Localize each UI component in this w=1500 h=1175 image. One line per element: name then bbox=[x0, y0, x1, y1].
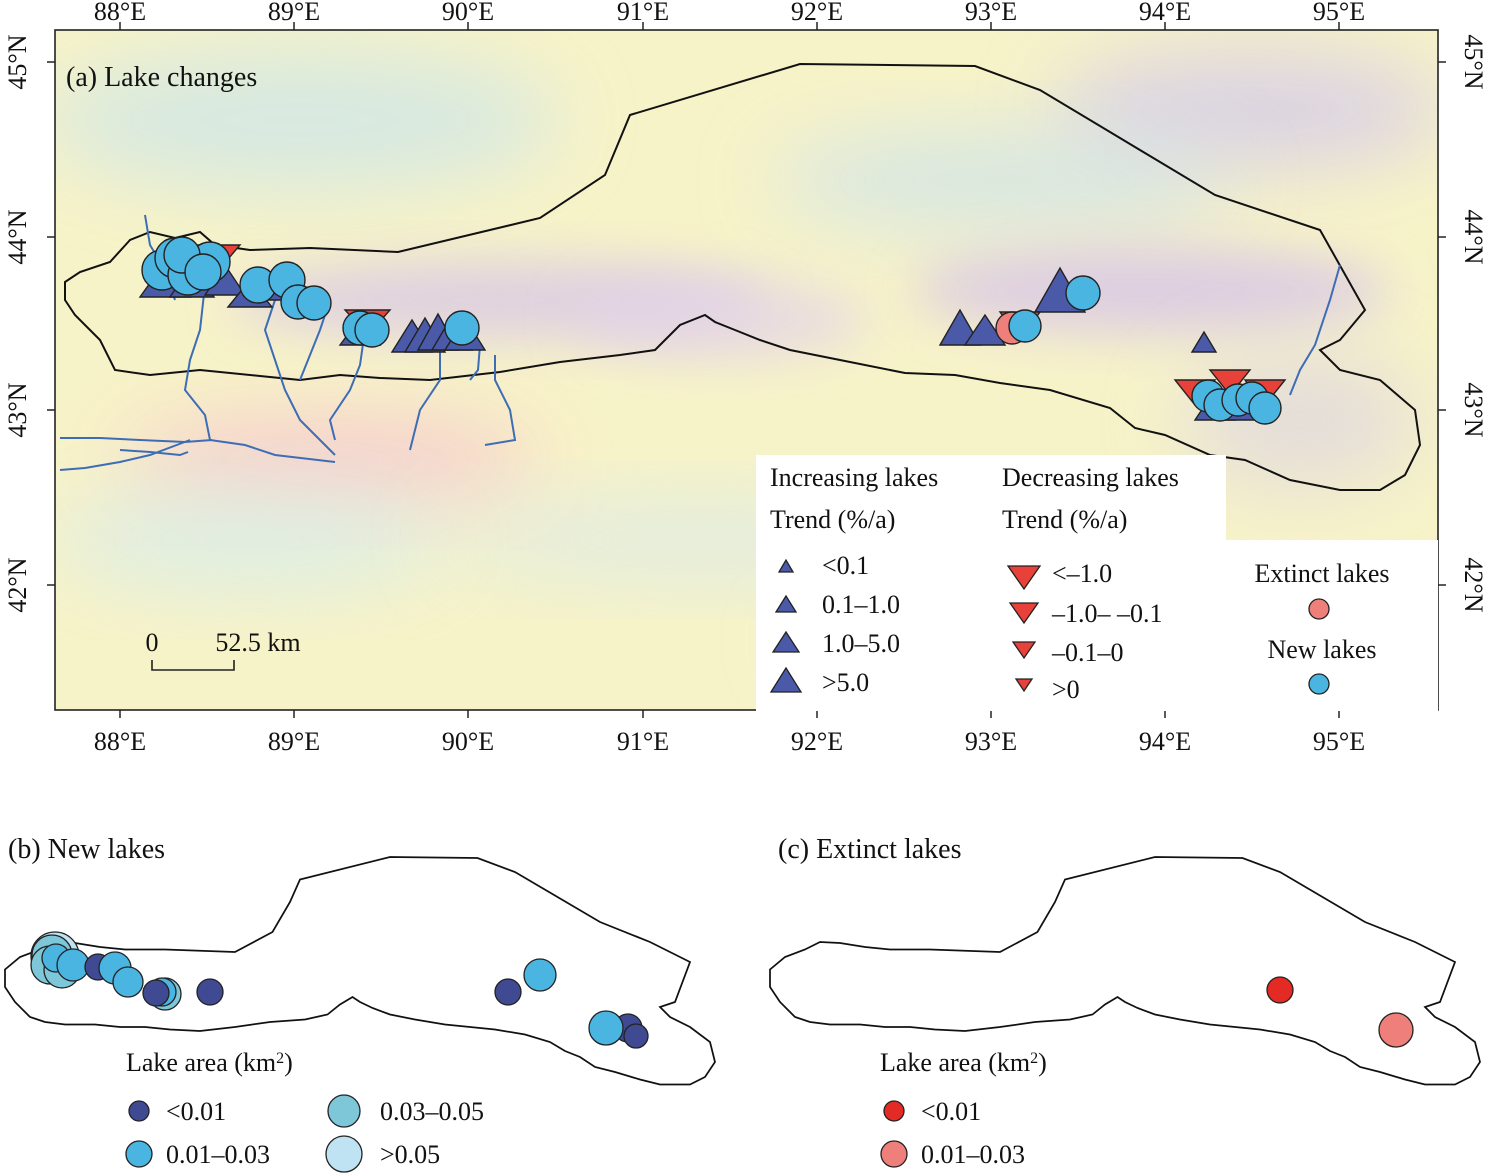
panel-c-title: (c) Extinct lakes bbox=[778, 834, 961, 865]
scale-bar: 0 52.5 km bbox=[146, 628, 301, 671]
legend-item: >5.0 bbox=[822, 668, 869, 697]
legend-symbol-down-1 bbox=[1006, 565, 1042, 591]
lon-tick: 95°E bbox=[1313, 0, 1365, 26]
legend-symbol-up-1 bbox=[777, 558, 795, 573]
lon-tick: 88°E bbox=[94, 0, 146, 26]
lon-tick: 94°E bbox=[1139, 0, 1191, 26]
legend-symbol-down-3 bbox=[1011, 641, 1037, 660]
legend: Increasing lakes Trend (%/a) Decreasing … bbox=[756, 455, 1438, 711]
legend-increasing-title: Increasing lakes bbox=[770, 463, 938, 492]
panel-b-legend-item: <0.01 bbox=[166, 1097, 226, 1126]
axis-ticks bbox=[47, 22, 1446, 718]
panel-c-legend-item: <0.01 bbox=[921, 1097, 981, 1126]
legend-increasing-subtitle: Trend (%/a) bbox=[770, 505, 895, 534]
lon-tick: 88°E bbox=[94, 727, 146, 756]
legend-item: –1.0– –0.1 bbox=[1051, 599, 1163, 628]
lon-tick: 91°E bbox=[617, 0, 669, 26]
lat-tick: 44°N bbox=[1459, 209, 1488, 264]
legend-item: >0 bbox=[1052, 675, 1080, 704]
panel-c-legend-item: 0.01–0.03 bbox=[921, 1140, 1025, 1169]
legend-symbol-extinct bbox=[1308, 598, 1330, 620]
panel-b-map: (b) New lakes Lake area (km2) bbox=[4, 834, 716, 1173]
new-lake-markers bbox=[30, 931, 649, 1049]
study-area-boundary bbox=[64, 62, 1422, 491]
study-area-boundary-b bbox=[4, 856, 716, 1086]
panel-c-legend-symbols bbox=[880, 1100, 908, 1168]
panel-b-title: (b) New lakes bbox=[8, 834, 165, 865]
panel-b-legend-item: 0.03–0.05 bbox=[380, 1097, 484, 1126]
panel-c-legend-title: Lake area (km2) bbox=[880, 1048, 1047, 1077]
scale-zero: 0 bbox=[146, 628, 159, 657]
legend-symbol-down-4 bbox=[1014, 678, 1034, 693]
panel-b-legend-title: Lake area (km2) bbox=[126, 1048, 293, 1077]
lat-labels-left: 45°N 44°N 43°N 42°N bbox=[3, 34, 32, 612]
legend-symbol-down-2 bbox=[1008, 602, 1040, 625]
legend-symbol-up-3 bbox=[771, 630, 801, 653]
lon-tick: 90°E bbox=[442, 0, 494, 26]
legend-decreasing-title: Decreasing lakes bbox=[1002, 463, 1179, 492]
lon-tick: 93°E bbox=[965, 0, 1017, 26]
lat-tick: 45°N bbox=[1459, 34, 1488, 89]
lon-tick: 95°E bbox=[1313, 727, 1365, 756]
panel-a-title: (a) Lake changes bbox=[66, 62, 257, 93]
lon-tick: 90°E bbox=[442, 727, 494, 756]
legend-item: <–1.0 bbox=[1052, 559, 1112, 588]
terrain-background bbox=[55, 30, 1438, 710]
lat-tick: 44°N bbox=[3, 209, 32, 264]
lake-markers bbox=[138, 236, 1287, 425]
legend-new-label: New lakes bbox=[1267, 635, 1376, 664]
lon-tick: 94°E bbox=[1139, 727, 1191, 756]
extinct-lake-markers bbox=[1266, 976, 1414, 1048]
panel-b-legend-item: 0.01–0.03 bbox=[166, 1140, 270, 1169]
panel-b-legend-item: >0.05 bbox=[380, 1140, 440, 1169]
panel-a-map: 88°E 89°E 90°E 91°E 92°E 93°E 94°E 95°E … bbox=[3, 0, 1488, 756]
lon-tick: 93°E bbox=[965, 727, 1017, 756]
legend-symbol-up-2 bbox=[774, 594, 798, 613]
lat-labels-right: 45°N 44°N 43°N 42°N bbox=[1459, 34, 1488, 612]
lat-tick: 43°N bbox=[3, 382, 32, 437]
lon-tick: 92°E bbox=[791, 727, 843, 756]
lon-tick: 89°E bbox=[268, 0, 320, 26]
legend-item: <0.1 bbox=[822, 551, 869, 580]
legend-item: –0.1–0 bbox=[1051, 638, 1124, 667]
lon-labels-bottom: 88°E 89°E 90°E 91°E 92°E 93°E 94°E 95°E bbox=[94, 727, 1365, 756]
panel-b-legend-symbols bbox=[125, 1094, 363, 1173]
lat-tick: 45°N bbox=[3, 34, 32, 89]
legend-decreasing-subtitle: Trend (%/a) bbox=[1002, 505, 1127, 534]
study-area-boundary-c bbox=[769, 856, 1481, 1086]
legend-item: 0.1–1.0 bbox=[822, 590, 900, 619]
lon-labels-top: 88°E 89°E 90°E 91°E 92°E 93°E 94°E 95°E bbox=[94, 0, 1365, 26]
legend-extinct-label: Extinct lakes bbox=[1254, 559, 1389, 588]
legend-symbol-up-4 bbox=[769, 666, 803, 693]
lat-tick: 42°N bbox=[1459, 557, 1488, 612]
lat-tick: 42°N bbox=[3, 557, 32, 612]
lon-tick: 89°E bbox=[268, 727, 320, 756]
lon-tick: 91°E bbox=[617, 727, 669, 756]
lat-tick: 43°N bbox=[1459, 382, 1488, 437]
legend-symbol-new bbox=[1308, 673, 1330, 695]
scale-label: 52.5 km bbox=[215, 628, 300, 657]
legend-item: 1.0–5.0 bbox=[822, 629, 900, 658]
lon-tick: 92°E bbox=[791, 0, 843, 26]
panel-c-map: (c) Extinct lakes Lake area (km2) <0.01 … bbox=[769, 834, 1481, 1169]
